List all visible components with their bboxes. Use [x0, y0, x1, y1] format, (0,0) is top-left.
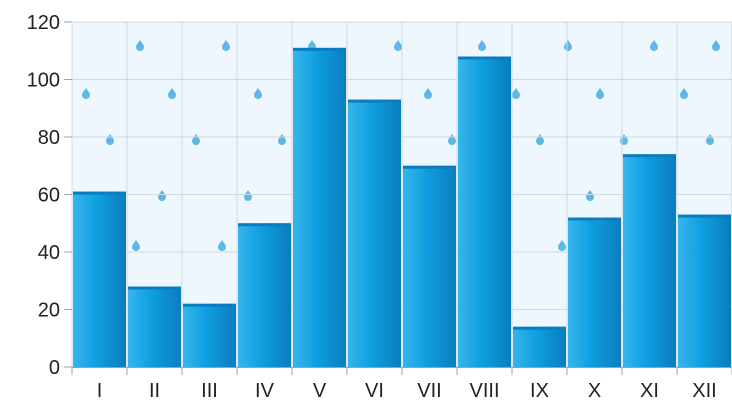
raindrop-icon — [218, 240, 226, 251]
raindrop-icon — [478, 40, 486, 51]
raindrop-icon — [394, 40, 402, 51]
x-tick-label: XII — [692, 380, 716, 402]
y-tick-label: 80 — [38, 127, 60, 149]
y-tick-label: 120 — [27, 12, 60, 34]
bar-cap-IX — [513, 326, 566, 330]
raindrop-icon — [254, 88, 262, 99]
raindrop-icon — [106, 134, 114, 145]
raindrop-icon — [586, 190, 594, 201]
raindrop-icon — [168, 88, 176, 99]
raindrop-icon — [712, 40, 720, 51]
raindrop-icon — [244, 190, 252, 201]
raindrop-icon — [192, 134, 200, 145]
bar-cap-XII — [678, 214, 731, 218]
x-tick-label: IX — [530, 380, 549, 402]
bar-cap-X — [568, 217, 621, 221]
bar-II[interactable]: II: 28 — [128, 286, 181, 368]
x-tick-label: VI — [365, 380, 384, 402]
x-tick-label: X — [588, 380, 601, 402]
x-tick-label: VII — [417, 380, 441, 402]
raindrop-icon — [132, 240, 140, 251]
y-tick-label: 20 — [38, 300, 60, 322]
bar-cap-VIII — [458, 56, 511, 60]
y-tick-label: 40 — [38, 242, 60, 264]
raindrop-icon — [536, 134, 544, 145]
x-tick-label: XI — [640, 380, 659, 402]
y-tick-label: 100 — [27, 70, 60, 92]
raindrop-icon — [278, 134, 286, 145]
bar-cap-IV — [238, 223, 291, 227]
raindrop-icon — [222, 40, 230, 51]
bar-V[interactable]: V: 111 — [293, 47, 346, 367]
bar-IX[interactable]: IX: 14 — [513, 326, 566, 367]
bar-cap-II — [128, 286, 181, 290]
bar-cap-VI — [348, 99, 401, 103]
bar-VIII[interactable]: VIII: 108 — [458, 56, 511, 368]
bar-cap-XI — [623, 154, 676, 158]
raindrop-icon — [82, 88, 90, 99]
bar-XII[interactable]: XII: 53 — [678, 214, 731, 367]
raindrop-icon — [596, 88, 604, 99]
raindrop-icon — [564, 40, 572, 51]
raindrop-icon — [650, 40, 658, 51]
bar-XI[interactable]: XI: 74 — [623, 154, 676, 367]
raindrop-icon — [512, 88, 520, 99]
raindrop-icon — [424, 88, 432, 99]
raindrop-icon — [680, 88, 688, 99]
bar-IV[interactable]: IV: 50 — [238, 223, 291, 367]
bar-III[interactable]: III: 22 — [183, 303, 236, 367]
bar-cap-V — [293, 47, 346, 51]
bar-cap-III — [183, 303, 236, 307]
raindrop-icon — [706, 134, 714, 145]
raindrop-icon — [158, 190, 166, 201]
y-tick-label: 0 — [49, 357, 60, 379]
bar-VII[interactable]: VII: 70 — [403, 165, 456, 367]
x-tick-label: II — [149, 380, 160, 402]
bar-cap-VII — [403, 165, 456, 169]
bar-X[interactable]: X: 52 — [568, 217, 621, 368]
x-tick-label: VIII — [469, 380, 499, 402]
x-tick-label: III — [201, 380, 218, 402]
raindrop-icon — [448, 134, 456, 145]
y-tick-label: 60 — [38, 185, 60, 207]
x-tick-label: V — [313, 380, 327, 402]
x-tick-label: I — [97, 380, 103, 402]
bar-I[interactable]: I: 61 — [73, 191, 126, 367]
raindrop-icon — [558, 240, 566, 251]
x-tick-label: IV — [255, 380, 275, 402]
raindrop-icon — [136, 40, 144, 51]
bar-VI[interactable]: VI: 93 — [348, 99, 401, 367]
bar-cap-I — [73, 191, 126, 195]
